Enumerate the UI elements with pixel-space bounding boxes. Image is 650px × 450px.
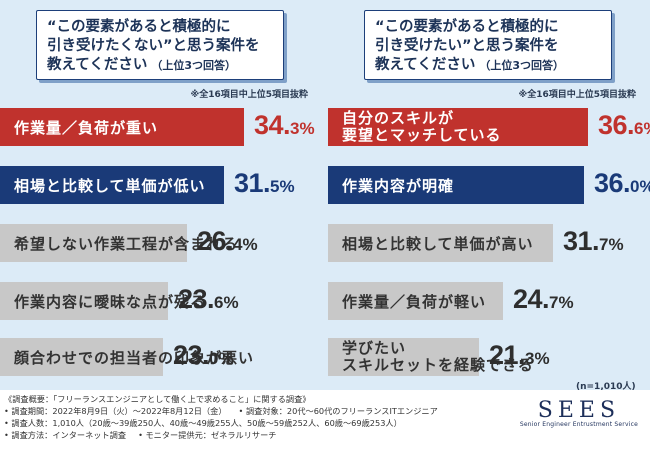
left-title-sub: （上位3つ回答） [151, 59, 236, 72]
right-bar-row-5: 学びたい スキルセットを経験できる 21.3% [328, 338, 650, 376]
footer-line-4: • 調査方法：インターネット調査 • モニター提供元：ゼネラルリサーチ [4, 429, 277, 441]
right-bar-row-2: 作業内容が明確 36.0% [328, 166, 650, 204]
right-title-line-3-text: 教えてください [375, 57, 476, 73]
survey-footer: 《調査概要：「フリーランスエンジニアとして働く上で求めること」に関する調査》 •… [0, 390, 650, 450]
right-bar-value-1: 36.6% [598, 110, 650, 140]
left-bar-4 [0, 282, 168, 320]
footer-period: • 調査期間：2022年8月9日（火）～2022年8月12日（金） [4, 406, 227, 416]
right-bar-label-2: 作業内容が明確 [342, 176, 455, 195]
left-chart-panel: “この要素があると積極的に 引き受けたくない”と思う案件を 教えてください （上位… [0, 0, 322, 378]
right-bar-row-4: 作業量／負荷が軽い 24.7% [328, 282, 650, 320]
left-bar-value-2: 31.5% [234, 168, 295, 198]
left-bar-5 [0, 338, 163, 376]
sample-size-note: (n=1,010人) [576, 382, 636, 392]
right-bar-label-4: 作業量／負荷が軽い [342, 292, 487, 311]
logo-sub-text: Senior Engineer Entrustment Service [519, 421, 638, 428]
footer-provider: • モニター提供元：ゼネラルリサーチ [138, 430, 277, 440]
right-bar-row-3: 相場と比較して単価が高い 31.7% [328, 224, 650, 262]
left-bar-row-2: 相場と比較して単価が低い 31.5% [0, 166, 322, 204]
footer-target: • 調査対象：20代～60代のフリーランスITエンジニア [238, 406, 438, 416]
left-title-line-3-text: 教えてください [47, 57, 148, 73]
left-bar-label-2: 相場と比較して単価が低い [14, 176, 206, 195]
left-bar-value-5: 23.0% [173, 340, 234, 370]
footer-method: • 調査方法：インターネット調査 [4, 430, 127, 440]
sees-logo: SEES Senior Engineer Entrustment Service [520, 398, 638, 428]
right-bar-value-3: 31.7% [563, 226, 624, 256]
right-note: ※全16項目中上位5項目抜粋 [518, 90, 636, 100]
left-bar-value-4: 23.6% [178, 284, 239, 314]
right-bar-1 [328, 108, 588, 146]
footer-line-3: • 調査人数：1,010人（20歳～39歳250人、40歳～49歳255人、50… [4, 418, 402, 428]
left-bar-value-1: 34.3% [254, 110, 315, 140]
left-bars: 作業量／負荷が重い 34.3% 相場と比較して単価が低い 31.5% 希望しない作業工程… [0, 0, 322, 378]
logo-main-text: SEES [537, 398, 621, 423]
left-title-line-2: 引き受けたくない”と思う案件を [47, 38, 260, 54]
left-bar-row-1: 作業量／負荷が重い 34.3% [0, 108, 322, 146]
right-bar-2 [328, 166, 584, 204]
left-title-line-3: 教えてください （上位3つ回答） [47, 57, 277, 74]
left-bar-label-4: 作業内容に曖昧な点が残る [14, 292, 207, 311]
left-bar-label-5: 顔合わせでの担当者の印象が悪い [14, 348, 255, 367]
left-bar-3 [0, 224, 187, 262]
right-bar-value-2: 36.0% [594, 168, 650, 198]
right-title-line-3: 教えてください （上位3つ回答） [375, 57, 605, 74]
right-bar-label-1: 自分のスキルが 要望とマッチしている [342, 109, 502, 144]
right-bar-5 [328, 338, 479, 376]
left-bar-row-3: 希望しない作業工程が含まれる 26.4% [0, 224, 322, 262]
right-title-line-1: “この要素があると積極的に [375, 19, 559, 35]
right-bar-3 [328, 224, 553, 262]
left-title-line-1: “この要素があると積極的に [47, 19, 231, 35]
right-bar-4 [328, 282, 503, 320]
left-bar-2 [0, 166, 224, 204]
right-bar-row-1: 自分のスキルが 要望とマッチしている 36.6% [328, 108, 650, 146]
right-title-sub: （上位3つ回答） [479, 59, 564, 72]
right-title-line-2: 引き受けたい”と思う案件を [375, 38, 559, 54]
right-chart-panel: “この要素があると積極的に 引き受けたい”と思う案件を 教えてください （上位3つ… [328, 0, 650, 378]
right-bar-value-5: 21.3% [489, 340, 550, 370]
footer-line-2: • 調査期間：2022年8月9日（火）～2022年8月12日（金） • 調査対象：… [4, 405, 438, 417]
left-bar-label-3: 希望しない作業工程が含まれる [14, 234, 239, 253]
left-bar-value-3: 26.4% [197, 226, 258, 256]
left-bar-1 [0, 108, 244, 146]
right-bars: 自分のスキルが 要望とマッチしている 36.6% 作業内容が明確 36.0% 相場と比較… [328, 0, 650, 378]
footer-line-1: 《調査概要：「フリーランスエンジニアとして働く上で求めること」に関する調査》 [4, 394, 311, 404]
right-bar-label-3: 相場と比較して単価が高い [342, 234, 534, 253]
left-bar-row-4: 作業内容に曖昧な点が残る 23.6% [0, 282, 322, 320]
right-question-box: “この要素があると積極的に 引き受けたい”と思う案件を 教えてください （上位3つ… [364, 10, 612, 80]
right-bar-label-5: 学びたい スキルセットを経験できる [342, 339, 534, 374]
left-note: ※全16項目中上位5項目抜粋 [190, 90, 308, 100]
left-bar-row-5: 顔合わせでの担当者の印象が悪い 23.0% [0, 338, 322, 376]
left-question-box: “この要素があると積極的に 引き受けたくない”と思う案件を 教えてください （上位… [36, 10, 284, 80]
left-bar-label-1: 作業量／負荷が重い [14, 118, 159, 137]
right-bar-value-4: 24.7% [513, 284, 574, 314]
